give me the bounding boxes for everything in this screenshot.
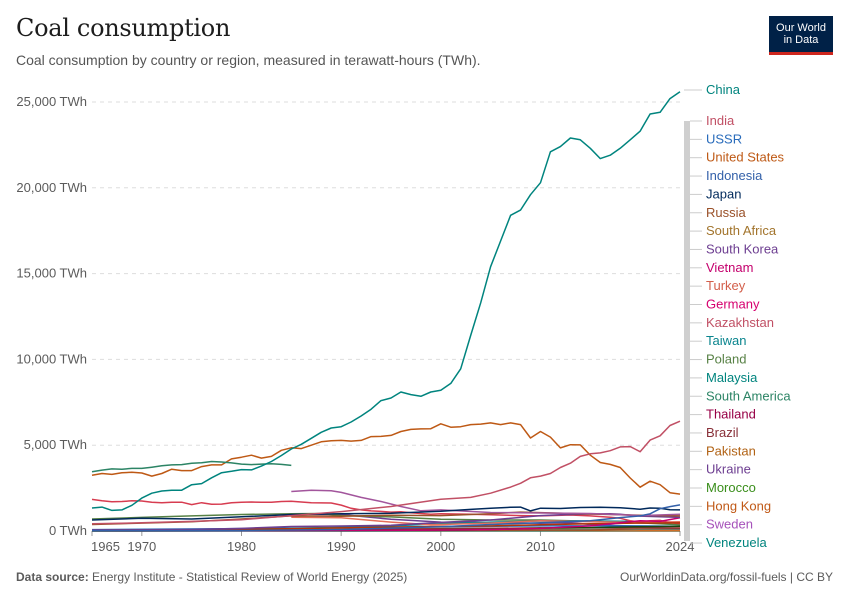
legend-item-china[interactable]: China: [684, 82, 741, 97]
series-line-kazakhstan[interactable]: [291, 516, 681, 526]
legend-label: Vietnam: [706, 260, 753, 275]
series-line-ussr[interactable]: [91, 460, 292, 473]
owid-logo[interactable]: Our World in Data: [769, 16, 833, 55]
x-axis-ticks: 1965 1970 1980 1990 2000 2010 2024: [91, 531, 694, 554]
legend-label: Turkey: [706, 278, 746, 293]
data-source-text[interactable]: Energy Institute - Statistical Review of…: [92, 570, 408, 584]
series-lines: [91, 91, 681, 532]
legend-label: Brazil: [706, 425, 739, 440]
legend-label: Venezuela: [706, 535, 767, 550]
legend-item-india[interactable]: India: [690, 113, 735, 128]
y-tick-label: 0 TWh: [49, 523, 87, 538]
legend-item-kazakhstan[interactable]: Kazakhstan: [690, 315, 774, 330]
legend-label: Russia: [706, 205, 747, 220]
legend-label: South Korea: [706, 241, 779, 256]
legend-item-venezuela[interactable]: Venezuela: [690, 535, 767, 550]
y-tick-label: 25,000 TWh: [16, 94, 87, 109]
legend-label: Ukraine: [706, 462, 751, 477]
legend-label: Germany: [706, 297, 760, 312]
legend-label: Japan: [706, 186, 741, 201]
legend-item-indonesia[interactable]: Indonesia: [690, 168, 763, 183]
series-line-united-states[interactable]: [91, 422, 681, 495]
chart-subtitle: Coal consumption by country or region, m…: [16, 52, 481, 68]
legend-item-ukraine[interactable]: Ukraine: [690, 462, 751, 477]
legend-label: Thailand: [706, 407, 756, 422]
legend-item-malaysia[interactable]: Malaysia: [690, 370, 758, 385]
legend-item-morocco[interactable]: Morocco: [690, 480, 756, 495]
x-tick-label: 1965: [91, 539, 120, 554]
legend-item-taiwan[interactable]: Taiwan: [690, 333, 746, 348]
legend-item-south-africa[interactable]: South Africa: [690, 223, 777, 238]
y-axis-ticks: 0 TWh 5,000 TWh 10,000 TWh 15,000 TWh 20,000…: [16, 94, 87, 538]
legend-item-russia[interactable]: Russia: [690, 205, 747, 220]
legend-label: Taiwan: [706, 333, 746, 348]
series-line-russia[interactable]: [291, 489, 681, 517]
y-tick-label: 20,000 TWh: [16, 180, 87, 195]
data-source: Data source: Energy Institute - Statisti…: [16, 570, 407, 584]
legend-item-south-korea[interactable]: South Korea: [690, 241, 779, 256]
y-tick-label: 15,000 TWh: [16, 266, 87, 281]
grid-lines: [92, 101, 680, 532]
legend-item-pakistan[interactable]: Pakistan: [690, 443, 756, 458]
legend-item-brazil[interactable]: Brazil: [690, 425, 739, 440]
legend-label: Poland: [706, 352, 746, 367]
legend-item-hong-kong[interactable]: Hong Kong: [690, 498, 771, 513]
y-tick-label: 5,000 TWh: [24, 437, 87, 452]
legend-label: Kazakhstan: [706, 315, 774, 330]
legend-label: Sweden: [706, 517, 753, 532]
legend-label: Hong Kong: [706, 498, 771, 513]
series-line-india[interactable]: [91, 420, 681, 525]
logo-line-1: Our World: [776, 22, 826, 34]
legend-connector-bundle: [684, 121, 690, 541]
legend-item-thailand[interactable]: Thailand: [690, 407, 756, 422]
legend-label: Pakistan: [706, 443, 756, 458]
x-tick-label: 1970: [127, 539, 156, 554]
chart-title: Coal consumption: [16, 14, 231, 42]
x-tick-label: 1980: [227, 539, 256, 554]
legend-label: China: [706, 82, 741, 97]
series-line-china[interactable]: [91, 91, 681, 512]
legend-label: South Africa: [706, 223, 777, 238]
legend-label: India: [706, 113, 735, 128]
legend-item-germany[interactable]: Germany: [690, 297, 760, 312]
x-tick-label: 2024: [666, 539, 695, 554]
legend-item-united-states[interactable]: United States: [690, 150, 785, 165]
legend-item-south-america[interactable]: South America: [690, 388, 791, 403]
legend-label: United States: [706, 150, 785, 165]
x-tick-label: 1990: [327, 539, 356, 554]
legend-item-ussr[interactable]: USSR: [690, 131, 742, 146]
x-tick-label: 2010: [526, 539, 555, 554]
data-source-label: Data source:: [16, 570, 89, 584]
legend-item-vietnam[interactable]: Vietnam: [690, 260, 753, 275]
legend-label: Malaysia: [706, 370, 758, 385]
series-line-indonesia[interactable]: [91, 504, 681, 532]
legend-label: Indonesia: [706, 168, 763, 183]
x-tick-label: 2000: [426, 539, 455, 554]
logo-line-2: in Data: [783, 34, 819, 46]
y-tick-label: 10,000 TWh: [16, 351, 87, 366]
legend-label: South America: [706, 388, 791, 403]
legend-item-poland[interactable]: Poland: [690, 352, 746, 367]
footer-url[interactable]: OurWorldinData.org/fossil-fuels | CC BY: [620, 570, 833, 584]
series-line-turkey[interactable]: [91, 522, 681, 532]
legend-label: USSR: [706, 131, 742, 146]
legend-item-sweden[interactable]: Sweden: [690, 517, 753, 532]
legend: China India USSR United States Indonesia Japa…: [684, 82, 791, 550]
series-line-japan[interactable]: [91, 506, 681, 521]
series-line-germany[interactable]: [91, 498, 681, 525]
legend-label: Morocco: [706, 480, 756, 495]
legend-item-japan[interactable]: Japan: [690, 186, 741, 201]
legend-item-turkey[interactable]: Turkey: [690, 278, 746, 293]
